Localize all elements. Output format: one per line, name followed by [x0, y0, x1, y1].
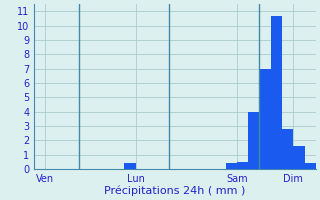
Bar	[282, 129, 293, 169]
Bar	[305, 163, 316, 169]
Bar	[248, 112, 260, 169]
X-axis label: Précipitations 24h ( mm ): Précipitations 24h ( mm )	[104, 185, 246, 196]
Bar	[226, 163, 237, 169]
Bar	[271, 16, 282, 169]
Bar	[124, 163, 135, 169]
Bar	[260, 69, 271, 169]
Bar	[237, 162, 248, 169]
Bar	[293, 146, 305, 169]
